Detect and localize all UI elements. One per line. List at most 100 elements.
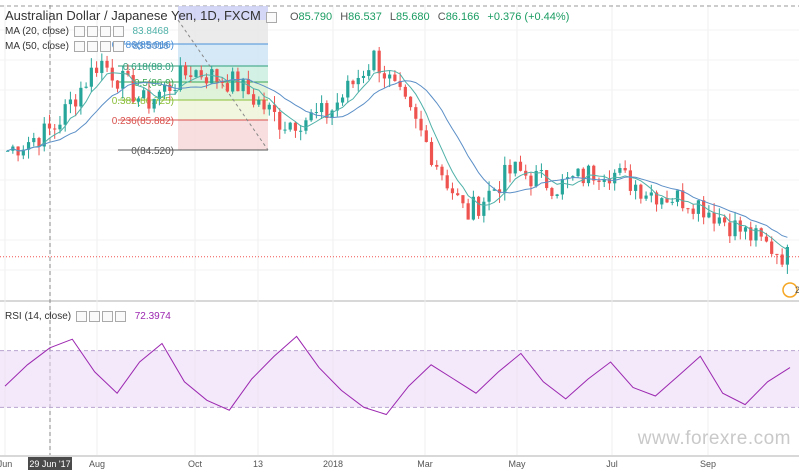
candle-body	[382, 73, 387, 79]
time-axis-label: 2018	[323, 459, 343, 469]
close-value: 86.166	[445, 11, 480, 23]
visibility-toggle-icon[interactable]	[265, 11, 277, 23]
candle-body	[508, 164, 512, 174]
candle-body	[681, 190, 685, 209]
candle-body	[691, 208, 695, 214]
candle-body	[251, 94, 256, 105]
candle-body	[267, 104, 271, 110]
time-axis-label: 29 Jun '17	[29, 459, 70, 469]
watermark: www.forexre.com	[637, 428, 791, 449]
candle-body	[497, 189, 502, 194]
candle-body	[586, 165, 591, 184]
candle-body	[775, 253, 779, 255]
candle-body	[220, 81, 224, 84]
more-icon[interactable]	[112, 41, 124, 52]
settings-icon[interactable]	[86, 26, 98, 37]
close-icon[interactable]	[99, 41, 111, 52]
candle-body	[435, 164, 439, 167]
candle-body	[246, 79, 250, 95]
candle-body	[660, 198, 664, 205]
high-value: 86.537	[348, 11, 382, 23]
candle-body	[288, 122, 292, 130]
candle-body	[545, 170, 549, 189]
time-label-highlight	[28, 457, 72, 470]
candle-body	[377, 50, 381, 74]
candle-body	[628, 170, 632, 191]
rsi-band	[0, 350, 799, 408]
fib-zone	[178, 100, 268, 120]
time-axis-label: Jul	[606, 459, 618, 469]
candle-body	[63, 104, 67, 125]
candle-body	[440, 166, 444, 176]
close-icon[interactable]	[101, 311, 113, 322]
candle-body	[686, 208, 690, 210]
candle-body	[351, 80, 355, 85]
fib-level-label: 0.236(85.882)	[112, 116, 174, 127]
candle-body	[121, 70, 125, 89]
candle-body	[340, 97, 345, 103]
candle-body	[110, 67, 114, 81]
candle-body	[419, 118, 423, 131]
candle-body	[37, 138, 41, 147]
candle-body	[602, 179, 606, 182]
candle-body	[142, 90, 146, 99]
candle-body	[576, 168, 580, 177]
candle-body	[42, 123, 46, 147]
candle-body	[126, 70, 130, 76]
candle-body	[262, 99, 266, 110]
candle-body	[623, 168, 627, 171]
candle-body	[665, 198, 669, 203]
candle-body	[47, 123, 52, 129]
candle-body	[644, 195, 648, 199]
candle-body	[299, 130, 303, 132]
candle-body	[696, 200, 701, 214]
candle-body	[592, 165, 596, 181]
candle-body	[654, 192, 659, 205]
settings-icon[interactable]	[88, 311, 100, 322]
candle-body	[231, 71, 235, 92]
candle-body	[560, 178, 564, 195]
side-badge: 2	[795, 285, 799, 295]
candle-body	[466, 203, 470, 220]
candle-body	[571, 176, 575, 178]
candle-body	[456, 193, 460, 196]
candle-body	[555, 194, 559, 196]
candle-body	[388, 74, 392, 79]
eye-icon[interactable]	[73, 26, 85, 37]
candle-body	[408, 96, 413, 108]
more-icon[interactable]	[112, 26, 124, 37]
candle-body	[754, 228, 758, 241]
time-axis-label: Mar	[417, 459, 433, 469]
candle-body	[728, 222, 732, 237]
more-icon[interactable]	[114, 311, 126, 322]
candle-body	[372, 50, 376, 71]
candle-body	[293, 122, 298, 131]
ma20-legend[interactable]: MA (20, close) 83.8468	[5, 26, 169, 37]
candle-body	[89, 67, 93, 87]
candle-body	[607, 179, 612, 184]
candle-body	[639, 184, 643, 199]
time-axis-label: Oct	[188, 459, 203, 469]
candle-body	[764, 236, 769, 242]
eye-icon[interactable]	[75, 311, 87, 322]
candle-body	[429, 141, 434, 165]
settings-icon[interactable]	[86, 41, 98, 52]
ma50-value: 83.5016	[132, 41, 169, 53]
fib-zone	[178, 120, 268, 150]
close-icon[interactable]	[99, 26, 111, 37]
candle-body	[100, 60, 104, 73]
candle-body	[487, 190, 491, 202]
rsi-legend[interactable]: RSI (14, close) 72.3974	[5, 311, 171, 322]
candle-body	[424, 130, 428, 142]
ma50-legend[interactable]: MA (50, close) 83.5016	[5, 41, 169, 52]
low-label: L	[389, 11, 397, 23]
candle-body	[68, 99, 73, 105]
candle-body	[32, 138, 36, 143]
candle-body	[204, 77, 209, 84]
candle-body	[717, 217, 721, 224]
candle-body	[613, 172, 617, 184]
eye-icon[interactable]	[73, 41, 85, 52]
candle-body	[759, 228, 763, 237]
